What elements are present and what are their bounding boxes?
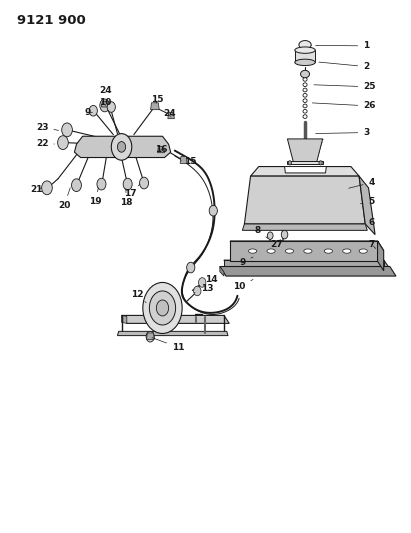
Text: 20: 20 xyxy=(58,188,70,210)
Text: 12: 12 xyxy=(131,289,146,303)
Polygon shape xyxy=(168,112,174,119)
Polygon shape xyxy=(102,102,109,107)
Polygon shape xyxy=(220,266,224,276)
Polygon shape xyxy=(378,241,384,271)
Polygon shape xyxy=(295,50,315,62)
Polygon shape xyxy=(284,166,326,173)
Polygon shape xyxy=(242,224,367,230)
Ellipse shape xyxy=(285,249,293,253)
Polygon shape xyxy=(122,316,229,324)
Text: 10: 10 xyxy=(99,98,111,107)
Circle shape xyxy=(97,178,106,190)
Circle shape xyxy=(187,262,195,273)
Text: 16: 16 xyxy=(155,145,168,154)
Circle shape xyxy=(146,332,154,342)
Text: 15: 15 xyxy=(151,94,164,103)
Text: 27: 27 xyxy=(270,239,283,249)
Text: 8: 8 xyxy=(255,226,268,238)
Text: 17: 17 xyxy=(125,184,140,198)
Polygon shape xyxy=(74,136,171,158)
Circle shape xyxy=(319,161,322,165)
Circle shape xyxy=(267,232,273,239)
Text: 18: 18 xyxy=(120,189,133,207)
Polygon shape xyxy=(224,260,384,266)
Circle shape xyxy=(72,179,81,191)
Text: 4: 4 xyxy=(349,178,375,188)
Text: 19: 19 xyxy=(89,188,102,206)
Text: 9121 900: 9121 900 xyxy=(17,14,86,27)
Text: 23: 23 xyxy=(36,123,59,132)
Text: 13: 13 xyxy=(194,284,213,293)
Text: 6: 6 xyxy=(362,219,375,228)
Text: 7: 7 xyxy=(369,240,376,249)
Circle shape xyxy=(89,106,97,116)
Text: 26: 26 xyxy=(312,101,376,110)
Polygon shape xyxy=(230,241,378,261)
Circle shape xyxy=(100,99,110,112)
Polygon shape xyxy=(287,139,323,163)
Text: 24: 24 xyxy=(163,109,175,118)
Ellipse shape xyxy=(295,59,315,66)
Polygon shape xyxy=(224,260,390,270)
Text: 10: 10 xyxy=(233,279,253,291)
Polygon shape xyxy=(220,266,396,276)
Ellipse shape xyxy=(359,249,367,253)
Text: 14: 14 xyxy=(199,275,217,287)
Polygon shape xyxy=(251,166,359,176)
Text: 9: 9 xyxy=(239,257,253,266)
Circle shape xyxy=(140,177,148,189)
Text: 15: 15 xyxy=(181,157,197,166)
Polygon shape xyxy=(245,176,365,224)
Text: 24: 24 xyxy=(99,85,112,101)
Ellipse shape xyxy=(324,249,332,253)
Ellipse shape xyxy=(249,249,257,253)
Polygon shape xyxy=(359,176,375,235)
Circle shape xyxy=(143,282,182,334)
Circle shape xyxy=(156,300,169,316)
Text: 9: 9 xyxy=(85,108,92,117)
Circle shape xyxy=(111,134,132,160)
Polygon shape xyxy=(230,241,384,251)
Polygon shape xyxy=(118,332,228,336)
Polygon shape xyxy=(180,157,187,164)
Ellipse shape xyxy=(295,47,315,53)
Text: 11: 11 xyxy=(152,337,185,352)
Polygon shape xyxy=(287,161,323,165)
Circle shape xyxy=(199,278,206,287)
Circle shape xyxy=(123,178,132,190)
Ellipse shape xyxy=(343,249,351,253)
Ellipse shape xyxy=(267,249,275,253)
Circle shape xyxy=(288,161,291,165)
Polygon shape xyxy=(150,103,159,110)
Circle shape xyxy=(118,142,126,152)
Circle shape xyxy=(209,205,217,216)
Text: 1: 1 xyxy=(316,42,369,51)
Ellipse shape xyxy=(299,41,311,49)
Circle shape xyxy=(149,291,175,325)
Circle shape xyxy=(107,102,115,112)
Text: 22: 22 xyxy=(36,139,54,148)
Text: 5: 5 xyxy=(360,197,375,206)
Circle shape xyxy=(194,286,201,296)
Ellipse shape xyxy=(300,70,309,78)
Ellipse shape xyxy=(304,249,312,253)
Text: 25: 25 xyxy=(314,82,376,91)
Polygon shape xyxy=(146,333,154,340)
Text: 2: 2 xyxy=(319,62,369,71)
Circle shape xyxy=(281,230,288,239)
Circle shape xyxy=(42,181,52,195)
Text: 21: 21 xyxy=(30,185,43,194)
Polygon shape xyxy=(122,316,127,324)
Circle shape xyxy=(58,136,68,150)
Text: 3: 3 xyxy=(316,128,369,137)
Circle shape xyxy=(62,123,72,137)
Polygon shape xyxy=(157,147,164,153)
